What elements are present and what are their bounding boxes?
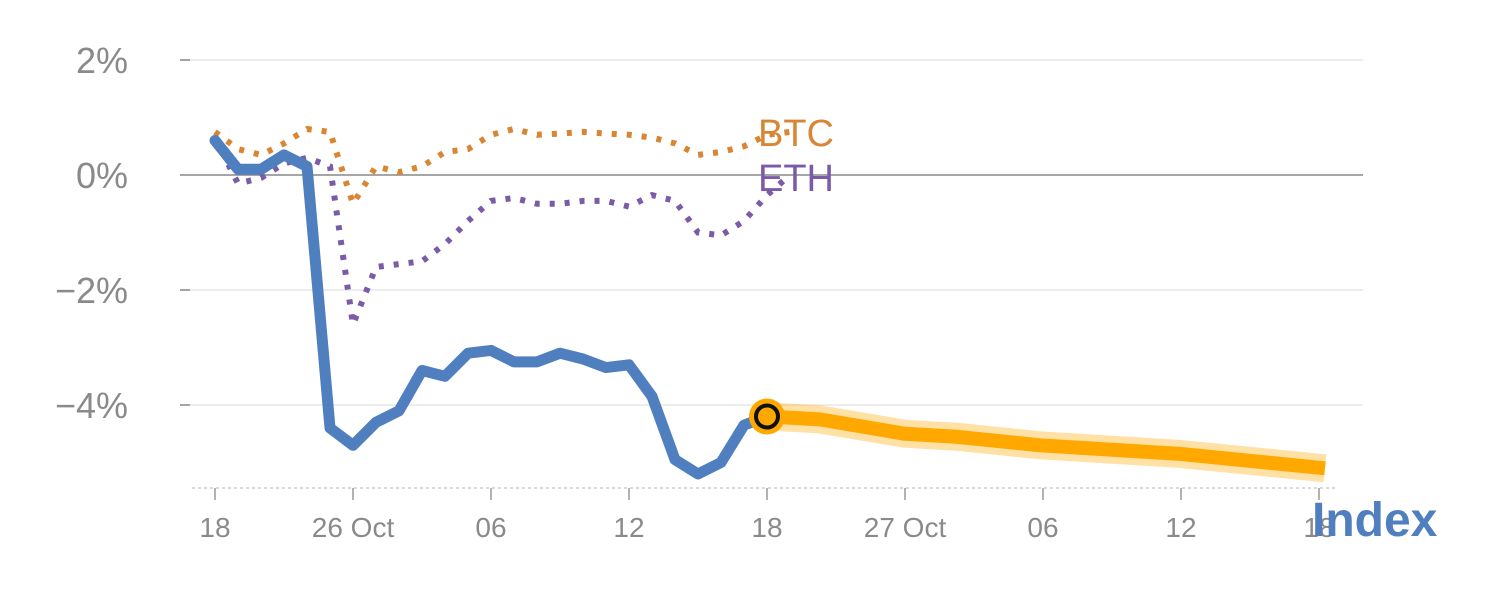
y-tick-label: −4%	[55, 385, 128, 426]
label-layer: BTC ETH Index	[758, 113, 1438, 547]
grid-layer: 2% 0% −2% −4% 18 26 Oct 06 12 18 27 Oct 06 12 18	[55, 40, 1363, 543]
x-tick-label: 06	[475, 512, 506, 543]
y-tick-label: −2%	[55, 270, 128, 311]
current-point-marker	[754, 403, 780, 430]
index-series-line	[209, 135, 773, 480]
btc-series-label: BTC	[758, 113, 834, 155]
index-series-label: Index	[1312, 494, 1438, 547]
btc-series-line	[213, 125, 791, 211]
x-tick-label: 26 Oct	[312, 512, 395, 543]
x-tick-label: 18	[199, 512, 230, 543]
x-tick-label: 06	[1027, 512, 1058, 543]
x-tick-label: 12	[1165, 512, 1196, 543]
eth-series-label: ETH	[758, 158, 834, 200]
forecast-line	[767, 409, 1326, 476]
x-tick-label: 18	[1303, 512, 1334, 543]
y-tick-label: 0%	[76, 155, 128, 196]
x-tick-label: 12	[613, 512, 644, 543]
x-tick-label: 27 Oct	[864, 512, 947, 543]
y-tick-label: 2%	[76, 40, 128, 81]
x-tick-label: 18	[751, 512, 782, 543]
series-layer	[209, 125, 1327, 483]
